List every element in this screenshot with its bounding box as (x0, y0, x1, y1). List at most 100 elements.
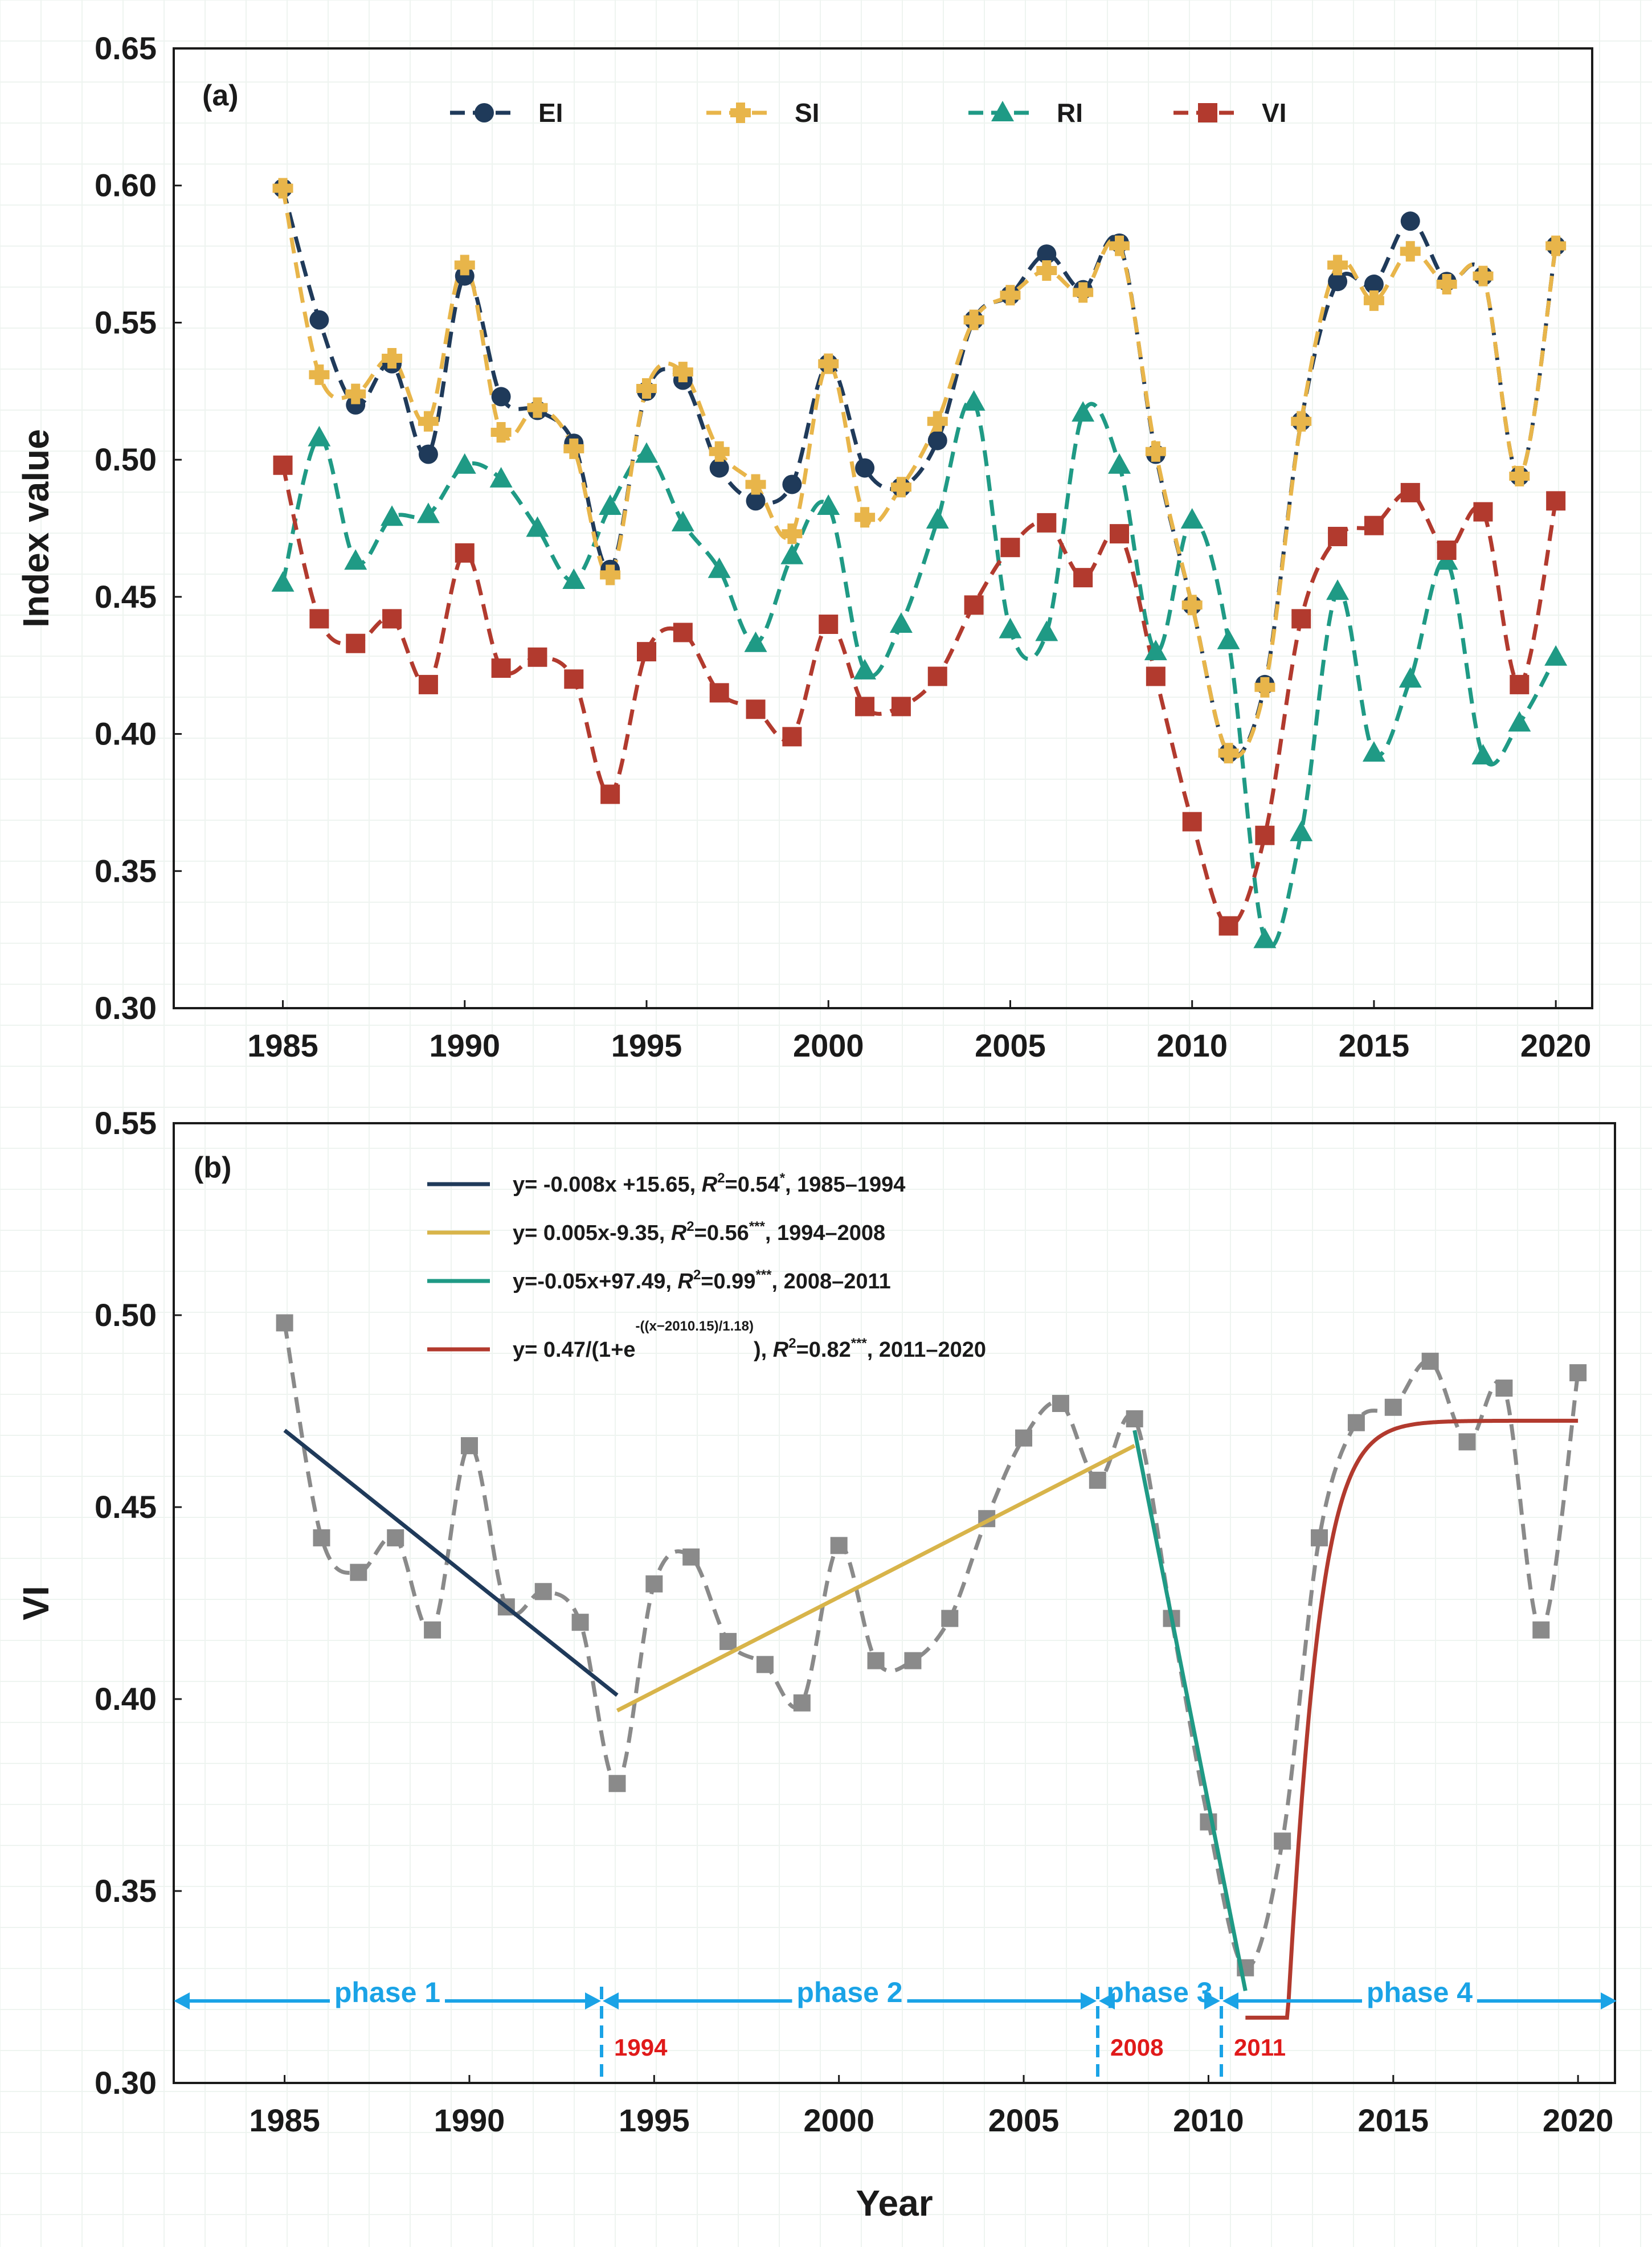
significance-stars: *** (749, 1219, 766, 1234)
data-point-vi (1255, 825, 1275, 845)
data-point-vi (927, 666, 947, 686)
data-point-vi (273, 455, 293, 475)
data-point-vi (964, 595, 984, 615)
panel-b-label: (b) (194, 1151, 231, 1184)
fit-period: , 2011–2020 (867, 1338, 986, 1362)
fit-equation-4: y= 0.47/(1+e-((x−2010.15)/1.18)), R2=0.8… (513, 1319, 986, 1362)
legend-marker-si (730, 103, 751, 123)
vi-data-point (1458, 1433, 1476, 1451)
phase-2: phase 2 (603, 1976, 1097, 2009)
y-tick-label: 0.40 (95, 1681, 157, 1717)
y-tick-label: 0.45 (95, 579, 157, 615)
x-tick-label: 1990 (434, 2102, 505, 2138)
vi-data-point (276, 1314, 293, 1332)
panel-a-frame (173, 47, 1593, 1009)
data-point-ri (671, 510, 694, 531)
data-point-si (563, 438, 584, 459)
data-point-si (1254, 677, 1275, 698)
r-squared-value: =0.56 (694, 1221, 749, 1245)
panel-a-series (271, 178, 1568, 949)
legend-label-ei: EI (538, 98, 563, 128)
x-tick-label: 1995 (619, 2102, 690, 2138)
data-point-si (418, 411, 439, 432)
vi-data-point (1569, 1364, 1587, 1382)
data-point-ri (1072, 401, 1095, 422)
data-point-si (1473, 265, 1494, 286)
data-point-ei (346, 395, 366, 415)
data-point-si (1363, 290, 1384, 311)
data-point-ri (1217, 628, 1240, 649)
vi-data-point (534, 1583, 552, 1601)
fit-period: , 2008–2011 (771, 1270, 890, 1294)
panel-a: 0.30 0.35 0.40 0.45 0.50 0.55 0.60 0.65 1985 199… (15, 30, 1593, 1063)
vi-data-point (904, 1652, 922, 1669)
fit-line-1 (283, 1429, 619, 1697)
vi-data-point (719, 1632, 737, 1650)
data-point-si (672, 362, 693, 383)
fit-line-3 (1132, 1430, 1248, 1991)
data-point-vi (782, 727, 802, 747)
data-point-si (1291, 411, 1312, 432)
legend-marker-ei (475, 103, 494, 122)
phase-arrow-head-right (1081, 1992, 1097, 2009)
phase-label: phase 2 (796, 1976, 902, 2008)
data-point-vi (1218, 916, 1238, 936)
data-point-si (600, 564, 621, 586)
data-point-ei (1037, 244, 1057, 264)
equation-text: y= 0.005x-9.35, (513, 1221, 671, 1245)
panel-b-series (276, 1314, 1587, 1976)
r-squared-symbol: R (677, 1270, 693, 1294)
data-point-si (1436, 274, 1457, 295)
data-point-si (927, 411, 948, 432)
y-tick-label: 0.35 (95, 853, 157, 889)
phase-arrow-head-right (1204, 1992, 1220, 2009)
breakpoint-label-2008: 2008 (1110, 2034, 1163, 2061)
data-point-ei (746, 491, 766, 511)
r-squared-superscript: 2 (686, 1219, 694, 1234)
data-point-vi (1110, 524, 1129, 544)
fit-line-2 (616, 1444, 1136, 1713)
data-point-vi (1510, 674, 1530, 694)
y-tick-label: 0.65 (95, 30, 157, 66)
x-tick-label: 2005 (975, 1028, 1046, 1063)
fit-equation-2: y= 0.005x-9.35, R2=0.56***, 1994–2008 (513, 1219, 885, 1245)
data-point-si (345, 383, 366, 404)
data-point-vi (309, 609, 329, 629)
data-point-ei (1328, 272, 1348, 292)
data-point-ri (635, 442, 658, 463)
data-point-vi (1291, 609, 1311, 629)
series-points-vi (273, 455, 1566, 936)
equation-text: y= -0.008x +15.65, (513, 1173, 702, 1197)
data-point-vi (346, 633, 366, 653)
r-squared-value: =0.99 (701, 1270, 755, 1294)
r-squared-superscript: 2 (693, 1267, 701, 1283)
r-squared-symbol: R (702, 1173, 718, 1197)
data-point-ei (309, 310, 329, 330)
data-point-ri (271, 571, 295, 592)
data-point-ri (416, 502, 440, 523)
data-point-vi (746, 699, 766, 719)
x-tick-label: 2005 (988, 2102, 1060, 2138)
vi-data-point (313, 1529, 330, 1546)
data-point-ei (782, 474, 802, 494)
y-tick-label: 0.55 (95, 304, 157, 340)
data-point-vi (1437, 541, 1457, 560)
data-point-ri (817, 494, 840, 515)
vi-data-point (682, 1548, 700, 1566)
x-tick-label: 2020 (1520, 1028, 1592, 1063)
y-tick-label: 0.40 (95, 716, 157, 752)
significance-stars: * (780, 1170, 786, 1186)
panel-b-frame (173, 1122, 1616, 2084)
data-point-vi (819, 615, 839, 634)
data-point-si (854, 507, 876, 528)
vi-data-point (1052, 1395, 1069, 1413)
data-point-ri (1544, 645, 1568, 666)
breakpoint-label-2011: 2011 (1234, 2034, 1286, 2061)
vi-data-point (645, 1575, 663, 1593)
data-point-ri (1399, 667, 1422, 688)
data-point-ri (1290, 820, 1313, 841)
data-point-si (1218, 743, 1239, 764)
data-point-ei (1400, 211, 1420, 231)
r-squared-symbol: R (773, 1338, 789, 1362)
x-tick-label: 1985 (249, 2102, 320, 2138)
